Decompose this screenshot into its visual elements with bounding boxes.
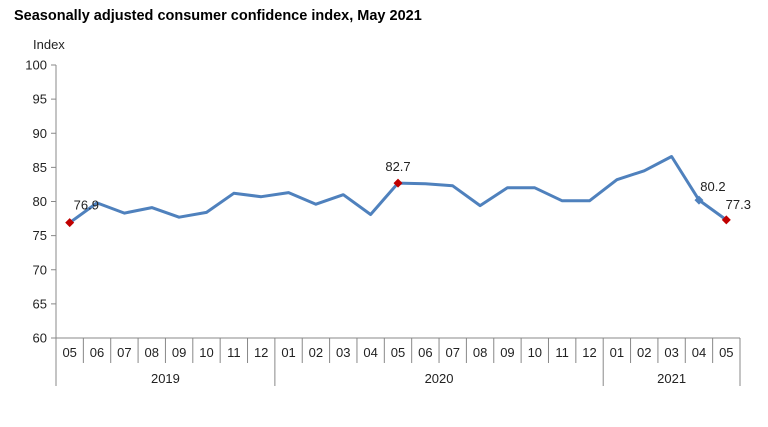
- year-label: 2020: [425, 371, 454, 386]
- x-tick-label: 05: [391, 345, 405, 360]
- x-tick-label: 06: [90, 345, 104, 360]
- y-tick-label: 70: [33, 262, 47, 277]
- y-tick-label: 80: [33, 194, 47, 209]
- y-tick-label: 75: [33, 228, 47, 243]
- y-tick-label: 90: [33, 126, 47, 141]
- x-tick-label: 02: [309, 345, 323, 360]
- annotations: 76.9 82.7 80.277.3: [65, 159, 751, 228]
- x-tick-label: 12: [582, 345, 596, 360]
- y-axis-label: Index: [33, 37, 65, 52]
- x-tick-label: 10: [199, 345, 213, 360]
- x-tick-label: 12: [254, 345, 268, 360]
- y-tick-label: 60: [33, 331, 47, 346]
- x-tick-label: 01: [610, 345, 624, 360]
- y-axis: 60 65 70 75 80 85 90 95 100: [25, 58, 57, 346]
- x-tick-label: 09: [500, 345, 514, 360]
- data-label: 76.9: [74, 198, 99, 213]
- y-tick-label: 100: [25, 58, 47, 73]
- x-tick-label: 04: [692, 345, 706, 360]
- x-tick-label: 01: [281, 345, 295, 360]
- x-tick-label: 05: [62, 345, 76, 360]
- x-tick-label: 08: [145, 345, 159, 360]
- data-point-marker: [65, 218, 75, 228]
- x-tick-label: 08: [473, 345, 487, 360]
- x-tick-label: 02: [637, 345, 651, 360]
- year-label: 2021: [657, 371, 686, 386]
- x-tick-label: 07: [117, 345, 131, 360]
- data-point-marker: [694, 195, 704, 205]
- chart-title: Seasonally adjusted consumer confidence …: [14, 8, 422, 24]
- y-tick-label: 95: [33, 92, 47, 107]
- data-label: 80.2: [700, 179, 725, 194]
- x-tick-label: 03: [664, 345, 678, 360]
- x-tick-label: 09: [172, 345, 186, 360]
- x-tick-label: 11: [227, 345, 241, 360]
- x-axis: 05 06 07 08 09 10 11 12 01 02 03 04 05 06 07 08 09 10 11 12…: [55, 337, 741, 386]
- data-label: 77.3: [726, 197, 751, 212]
- y-tick-label: 85: [33, 160, 47, 175]
- data-point-marker: [721, 215, 731, 225]
- x-tick-label: 06: [418, 345, 432, 360]
- data-label: 82.7: [385, 159, 410, 174]
- y-tick-label: 65: [33, 296, 47, 311]
- data-point-marker: [393, 178, 403, 188]
- year-label: 2019: [151, 371, 180, 386]
- x-tick-label: 03: [336, 345, 350, 360]
- x-tick-label: 07: [445, 345, 459, 360]
- x-tick-label: 10: [528, 345, 542, 360]
- x-tick-label: 04: [363, 345, 377, 360]
- x-tick-label: 11: [555, 345, 569, 360]
- x-tick-label: 05: [719, 345, 733, 360]
